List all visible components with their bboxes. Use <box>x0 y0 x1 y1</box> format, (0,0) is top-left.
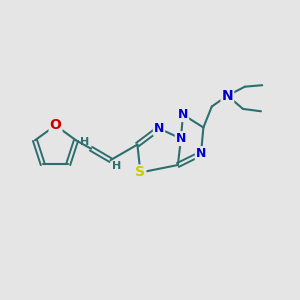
Text: N: N <box>196 147 206 160</box>
Text: N: N <box>154 122 164 135</box>
Text: S: S <box>135 166 146 179</box>
Text: N: N <box>176 132 186 145</box>
Text: N: N <box>222 89 233 103</box>
Text: N: N <box>178 108 188 121</box>
Text: H: H <box>112 161 121 171</box>
Text: H: H <box>80 137 89 147</box>
Text: O: O <box>50 118 61 132</box>
